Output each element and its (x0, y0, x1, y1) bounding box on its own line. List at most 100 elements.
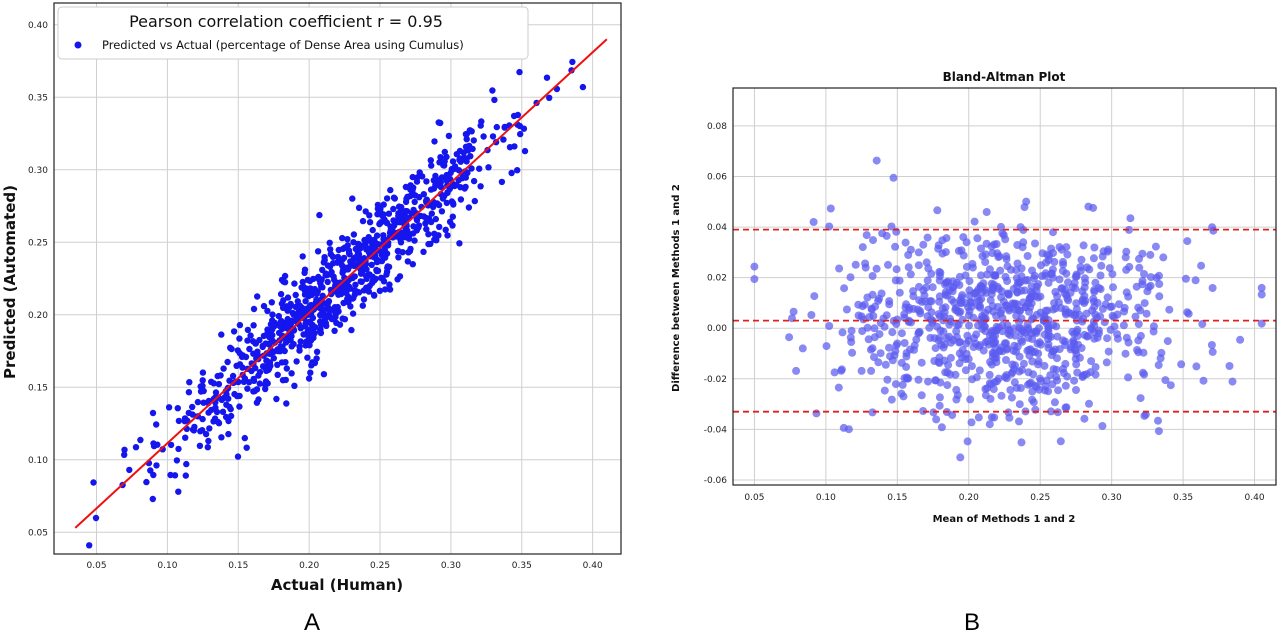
a-data-point (347, 303, 354, 310)
b-data-point (869, 236, 877, 245)
b-x-tick-label: 0.40 (1245, 493, 1265, 503)
b-data-point (891, 242, 900, 251)
a-data-point (442, 226, 449, 233)
b-data-point (1135, 263, 1144, 272)
b-data-point (1002, 374, 1011, 383)
a-data-point (432, 215, 439, 223)
b-data-point (835, 264, 844, 273)
b-data-point (874, 296, 883, 305)
a-data-point (310, 275, 317, 283)
a-data-point (173, 457, 181, 464)
b-data-point (846, 273, 855, 282)
b-data-point (1110, 322, 1119, 331)
a-data-point (489, 87, 496, 94)
a-data-point (250, 388, 257, 395)
b-data-point (995, 252, 1004, 261)
b-data-point (985, 420, 994, 429)
b-data-point (1155, 280, 1164, 288)
a-data-point (306, 302, 313, 310)
b-data-point (988, 249, 997, 258)
b-data-point (864, 335, 873, 344)
b-data-point (1035, 385, 1044, 394)
b-data-point (866, 345, 875, 354)
a-data-point (334, 253, 342, 261)
a-data-point (425, 240, 432, 248)
b-data-point (923, 233, 932, 242)
b-data-point (1136, 306, 1145, 315)
b-data-point (969, 313, 978, 322)
b-data-point (887, 395, 896, 404)
a-data-point (433, 237, 440, 244)
a-data-point (410, 223, 417, 230)
b-data-point (1053, 354, 1061, 363)
a-data-point (319, 266, 326, 274)
a-data-point (489, 133, 497, 140)
a-data-point (445, 132, 453, 140)
a-data-point (225, 417, 232, 425)
a-data-point (282, 376, 289, 384)
b-data-point (968, 263, 977, 272)
b-data-point (822, 342, 831, 351)
b-data-point (1089, 254, 1098, 263)
a-data-point (182, 472, 189, 479)
a-data-point (281, 272, 289, 280)
a-data-point (383, 195, 391, 202)
a-data-point (349, 195, 356, 202)
b-data-point (1044, 324, 1053, 333)
a-data-point (380, 278, 388, 285)
b-data-point (968, 375, 977, 384)
b-data-point (792, 366, 801, 375)
b-data-point (1085, 399, 1093, 408)
b-data-point (1018, 337, 1027, 346)
b-data-point (975, 301, 984, 310)
b-data-point (983, 337, 992, 346)
b-data-point (952, 327, 961, 336)
a-data-point (381, 216, 388, 223)
a-data-point (436, 223, 443, 231)
b-data-point (1136, 331, 1145, 340)
a-data-point (508, 169, 515, 177)
b-data-point (1028, 357, 1037, 366)
b-data-point (1098, 304, 1107, 313)
a-data-point (457, 196, 465, 203)
b-x-tick-label: 0.25 (1030, 493, 1050, 503)
b-data-point (935, 267, 944, 276)
a-data-point (236, 335, 243, 342)
b-data-point (1053, 332, 1062, 341)
a-data-point (199, 369, 207, 376)
a-data-point (204, 444, 211, 451)
b-y-ticks: 0.08 0.06 0.04 0.02 0.00 -0.02 -0.04 -0.06 (704, 122, 728, 486)
a-data-point (90, 479, 97, 486)
a-data-point (455, 177, 462, 184)
a-data-point (225, 430, 232, 438)
a-data-point (441, 192, 448, 200)
a-data-point (350, 231, 358, 238)
b-data-point (1207, 341, 1216, 349)
b-data-point (1027, 329, 1036, 338)
a-data-point (217, 372, 224, 379)
a-data-point (206, 425, 213, 432)
a-y-axis-label: Predicted (Automated) (1, 185, 19, 379)
a-data-point (266, 350, 273, 357)
b-data-point (1040, 361, 1049, 370)
a-data-point (428, 210, 435, 217)
a-data-point (386, 286, 394, 293)
a-data-point (413, 216, 421, 224)
b-data-point (885, 300, 894, 309)
a-data-point (470, 137, 477, 144)
a-data-point (349, 310, 357, 317)
b-data-point (826, 204, 835, 213)
a-data-point (546, 94, 553, 102)
a-data-point (269, 311, 276, 318)
a-data-point (205, 409, 212, 416)
a-data-point (326, 239, 333, 246)
a-legend-marker (74, 41, 82, 49)
a-data-point (165, 404, 173, 411)
a-data-point (431, 230, 438, 237)
a-data-point (449, 158, 457, 165)
b-data-point (1087, 357, 1096, 366)
a-data-point (262, 381, 269, 389)
a-data-point (153, 462, 160, 469)
b-data-point (945, 332, 954, 341)
b-data-point (1028, 395, 1037, 404)
